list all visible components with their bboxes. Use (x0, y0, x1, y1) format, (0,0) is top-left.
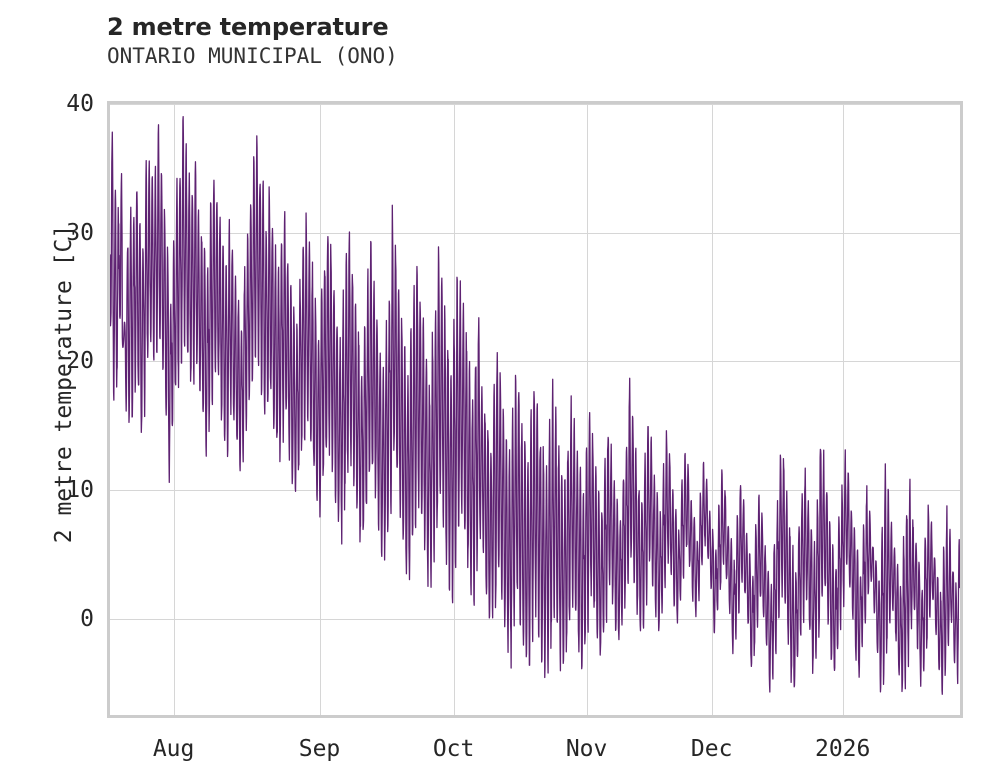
page-title: 2 metre temperature (107, 13, 389, 41)
title-block: 2 metre temperature ONTARIO MUNICIPAL (O… (107, 12, 967, 70)
chart-subtitle: ONTARIO MUNICIPAL (ONO) (107, 44, 398, 68)
x-tick-label: Dec (690, 736, 733, 762)
x-tick-label: Oct (432, 736, 475, 762)
gridline-vertical (842, 104, 844, 715)
plot-area (107, 101, 963, 718)
x-tick-label: Sep (298, 736, 341, 762)
y-tick-label: 30 (66, 219, 94, 246)
y-tick-label: 20 (66, 348, 94, 375)
y-axis-tick-labels: 40 30 20 10 0 (0, 0, 94, 782)
x-tick-label: 2026 (814, 736, 871, 762)
x-axis-tick-labels: Aug Sep Oct Nov Dec 2026 (0, 736, 981, 776)
gridline-horizontal (110, 232, 960, 234)
gridline-horizontal (110, 361, 960, 363)
gridline-vertical (586, 104, 588, 715)
x-tick-label: Aug (152, 736, 195, 762)
gridline-horizontal (110, 104, 960, 105)
y-tick-label: 10 (66, 476, 94, 503)
series-path-2-metre-temperature (110, 116, 960, 695)
data-series-line (110, 116, 960, 695)
y-tick-label: 0 (80, 605, 94, 632)
gridline-vertical (711, 104, 713, 715)
plot-inner (110, 104, 960, 715)
gridline-vertical (173, 104, 175, 715)
gridline-horizontal (110, 618, 960, 620)
gridline-vertical (319, 104, 321, 715)
x-tick-label: Nov (565, 736, 608, 762)
y-tick-label: 40 (66, 91, 94, 117)
